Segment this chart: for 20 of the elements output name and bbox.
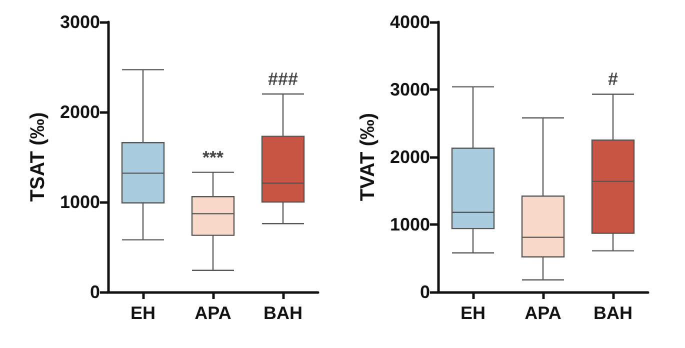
y-tick-label: 0 (420, 282, 430, 302)
y-axis-title: TVAT (‰) (357, 112, 379, 202)
annotation: *** (202, 147, 224, 168)
y-tick-label: 0 (90, 282, 100, 302)
x-tick-label: APA (524, 303, 562, 323)
annotation: ### (268, 69, 298, 89)
y-axis-title: TSAT (‰) (27, 112, 49, 202)
y-tick-label: 1000 (60, 192, 100, 212)
y-tick-label: 2000 (390, 147, 430, 167)
x-tick-label: EH (130, 303, 156, 323)
x-tick-label: BAH (594, 303, 632, 323)
x-tick-label: EH (460, 303, 486, 323)
y-tick-label: 2000 (60, 102, 100, 122)
y-tick-label: 3000 (390, 80, 430, 100)
y-tick-label: 1000 (390, 214, 430, 234)
x-tick-label: APA (194, 303, 232, 323)
x-tick-label: BAH (264, 303, 302, 323)
y-tick-label: 3000 (60, 12, 100, 32)
y-tick-label: 4000 (390, 12, 430, 32)
annotation: # (608, 69, 618, 90)
